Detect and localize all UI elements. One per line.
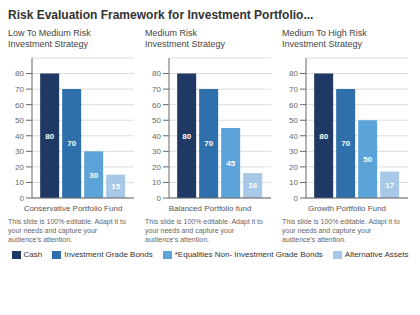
svg-text:80: 80 — [319, 132, 328, 141]
svg-text:50: 50 — [363, 155, 372, 164]
svg-text:50: 50 — [15, 116, 24, 125]
svg-text:80: 80 — [289, 69, 298, 78]
svg-text:40: 40 — [152, 132, 161, 141]
html-text:Risk Evaluation Framework for: Risk Evaluation Framework for Investment… — [8, 8, 314, 22]
svg-text:70: 70 — [15, 85, 24, 94]
html-text:Growth Portfolio Fund: Growth Portfolio Fund — [308, 204, 386, 213]
svg-text:60: 60 — [152, 101, 161, 110]
svg-text:16: 16 — [248, 181, 257, 190]
svg-text:80: 80 — [182, 132, 191, 141]
svg-text:17: 17 — [385, 181, 394, 190]
svg-text:80: 80 — [15, 69, 24, 78]
html-text:Cash: Cash — [23, 250, 43, 259]
svg-text:10: 10 — [152, 178, 161, 187]
svg-text:30: 30 — [152, 147, 161, 156]
svg-text:80: 80 — [152, 69, 161, 78]
svg-text:45: 45 — [226, 159, 235, 168]
svg-text:70: 70 — [289, 85, 298, 94]
svg-text:40: 40 — [15, 132, 24, 141]
svg-text:60: 60 — [15, 101, 24, 110]
html-text:*Equalities Non- Investment Gr: *Equalities Non- Investment Grade Bonds — [174, 250, 323, 259]
svg-text:70: 70 — [152, 85, 161, 94]
html-text:Medium Risk Investment Strateg: Medium Risk Investment Strategy — [145, 28, 225, 49]
html-text:Alternative Assets: Alternative Assets — [344, 250, 409, 259]
svg-text:20: 20 — [152, 163, 161, 172]
svg-text:15: 15 — [111, 182, 120, 191]
svg-text:60: 60 — [289, 101, 298, 110]
svg-text:20: 20 — [15, 163, 24, 172]
html-text:This slide is 100% editable. A: This slide is 100% editable. Adapt it to… — [145, 218, 263, 243]
svg-text:0: 0 — [20, 194, 25, 202]
html-text:Low To Medium Risk Investment: Low To Medium Risk Investment Strategy — [8, 28, 91, 49]
svg-text:30: 30 — [289, 147, 298, 156]
html-text:Investment Grade Bonds: Investment Grade Bonds — [64, 250, 153, 259]
svg-text:50: 50 — [289, 116, 298, 125]
svg-text:10: 10 — [15, 178, 24, 187]
svg-text:70: 70 — [341, 139, 350, 148]
svg-text:10: 10 — [289, 178, 298, 187]
html-text:This slide is 100% editable. A: This slide is 100% editable. Adapt it to… — [8, 218, 126, 243]
svg-text:30: 30 — [89, 171, 98, 180]
html-text:Conservative Portfolio Fund: Conservative Portfolio Fund — [23, 204, 123, 213]
html-text:This slide is 100% editable. A: This slide is 100% editable. Adapt it to… — [282, 218, 400, 243]
html-text:Medium To High Risk Investment: Medium To High Risk Investment Strategy — [282, 28, 367, 49]
svg-text:80: 80 — [45, 132, 54, 141]
svg-text:20: 20 — [289, 163, 298, 172]
svg-text:0: 0 — [157, 194, 162, 202]
svg-text:50: 50 — [152, 116, 161, 125]
svg-text:30: 30 — [15, 147, 24, 156]
svg-text:70: 70 — [67, 139, 76, 148]
svg-text:40: 40 — [289, 132, 298, 141]
svg-text:70: 70 — [204, 139, 213, 148]
svg-text:0: 0 — [294, 194, 299, 202]
html-text:Balanced Portfolio fund: Balanced Portfolio fund — [168, 204, 252, 213]
